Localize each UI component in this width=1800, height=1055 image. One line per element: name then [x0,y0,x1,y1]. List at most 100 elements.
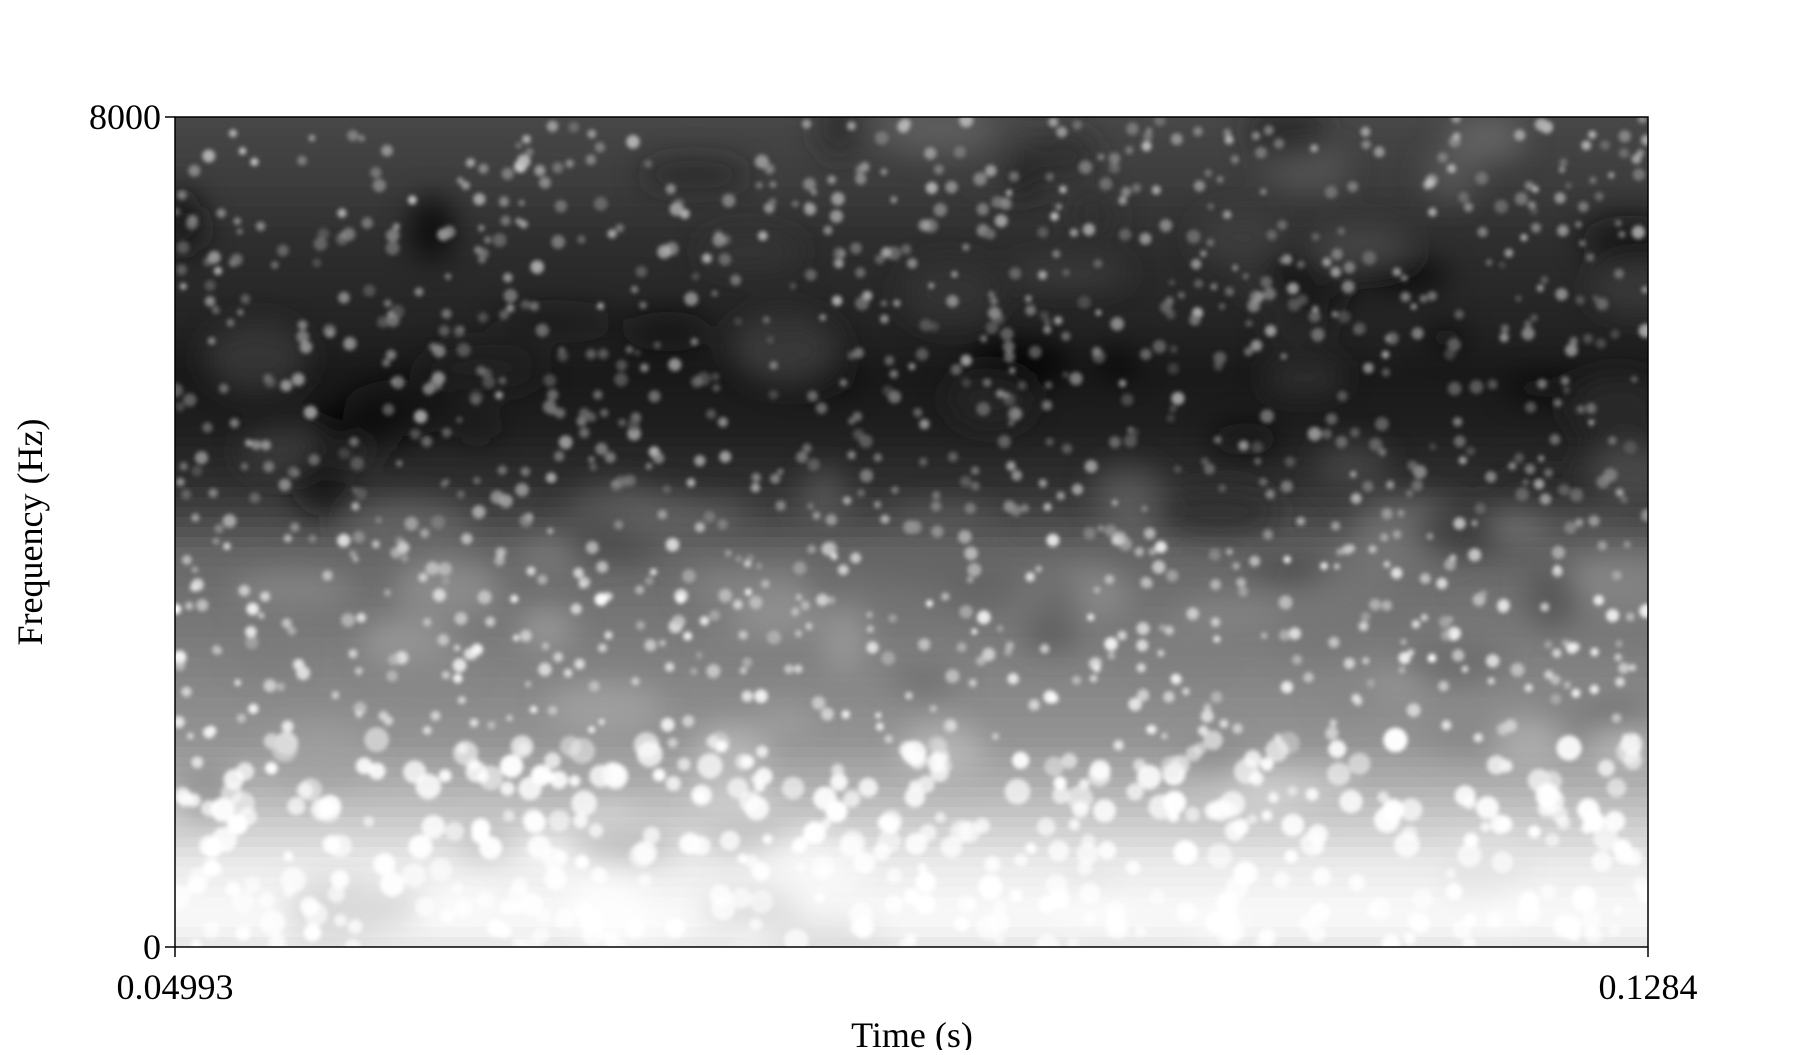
intensity-band-69 [175,807,1648,818]
speckle-1373 [499,494,513,508]
intensity-band-52 [175,637,1648,648]
speckle-1085 [866,625,874,633]
speckle-949 [1569,930,1581,942]
speckle-629 [1194,279,1204,289]
speckle-1469 [202,149,216,163]
speckle-1106 [1335,435,1348,448]
speckle-470 [795,862,807,873]
speckle-1370 [1002,391,1010,399]
speckle-798 [1043,325,1052,334]
speckle-963 [1136,764,1162,790]
speckle-1337 [499,900,514,916]
speckle-1311 [766,336,774,344]
speckle-1475 [1490,814,1510,835]
speckle-676 [530,260,544,274]
speckle-488 [690,338,698,346]
speckle-1441 [1452,920,1472,939]
speckle-726 [1287,786,1298,797]
speckle-278 [1280,480,1293,493]
speckle-159 [1200,709,1214,723]
speckle-128 [1533,478,1545,490]
speckle-1238 [1398,666,1406,674]
speckle-940 [644,639,657,652]
speckle-580 [859,162,870,173]
speckle-564 [498,196,510,207]
speckle-938 [1537,455,1545,462]
speckle-836 [340,231,347,239]
speckle-1278 [706,735,719,748]
speckle-3 [281,720,294,733]
speckle-1237 [249,492,261,504]
speckle-403 [1618,148,1630,159]
speckle-142 [574,658,585,670]
speckle-1461 [409,428,421,440]
speckle-1368 [547,705,558,716]
speckle-130 [1385,480,1395,490]
speckle-916 [932,491,941,500]
speckle-1496 [1277,220,1288,231]
speckle-585 [524,681,532,688]
speckle-1385 [1539,493,1552,505]
texture-blob-2 [1322,678,1376,717]
speckle-1123 [1089,674,1098,683]
x-tick-label-left: 0.04993 [117,967,234,1007]
speckle-489 [784,928,809,947]
speckle-458 [1524,320,1532,328]
speckle-69 [370,167,382,179]
speckle-303 [1551,545,1566,560]
speckle-590 [456,342,471,357]
speckle-257 [1266,229,1278,241]
speckle-807 [1062,371,1069,378]
speckle-302 [682,569,696,583]
speckle-478 [1565,343,1578,357]
speckle-1116 [1444,558,1456,571]
speckle-339 [831,192,845,206]
speckle-1325 [522,134,531,144]
speckle-1120 [597,302,605,310]
speckle-650 [1330,266,1341,278]
speckle-1343 [1381,934,1401,947]
speckle-760 [1531,222,1541,233]
speckle-644 [1638,323,1648,338]
speckle-680 [682,715,695,728]
speckle-61 [1631,225,1646,240]
speckle-1326 [1581,140,1592,151]
speckle-456 [639,301,647,309]
speckle-1119 [1170,133,1183,146]
speckle-1152 [1383,561,1391,568]
speckle-1388 [1003,351,1015,363]
speckle-1076 [263,679,277,693]
speckle-416 [191,465,203,477]
intensity-band-32 [175,437,1648,448]
texture-blob-21 [1262,361,1347,393]
y-tick-label-top: 8000 [89,97,161,137]
speckle-873 [520,299,531,310]
speckle-1091 [501,167,514,180]
speckle-125 [438,769,452,783]
speckle-586 [303,923,322,942]
speckle-1399 [570,603,582,615]
speckle-1313 [606,937,626,947]
speckle-1211 [823,541,838,556]
speckle-1052 [615,475,628,489]
intensity-band-34 [175,457,1648,468]
speckle-1103 [625,345,633,354]
speckle-885 [1143,131,1153,142]
speckle-1094 [465,760,487,783]
speckle-738 [441,427,452,438]
speckle-1081 [1400,638,1407,646]
speckle-182 [259,909,286,936]
speckle-1218 [976,914,1001,940]
speckle-1008 [712,233,726,247]
speckle-337 [404,516,419,531]
speckle-440 [1077,295,1091,309]
speckle-174 [789,282,797,290]
speckle-410 [931,525,944,538]
speckle-762 [1291,654,1302,665]
texture-blob-74 [1028,572,1085,624]
texture-blob-136 [845,550,975,585]
texture-blob-135 [408,195,455,262]
speckle-898 [1597,540,1608,551]
speckle-703 [453,899,473,919]
speckle-928 [1305,787,1319,801]
